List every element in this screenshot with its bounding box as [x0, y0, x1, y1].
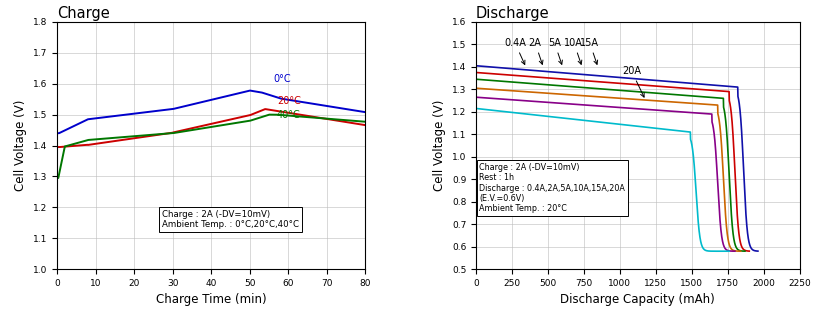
Y-axis label: Cell Voltage (V): Cell Voltage (V)	[433, 100, 446, 191]
Text: 2A: 2A	[529, 38, 543, 64]
Text: Charge: Charge	[57, 6, 110, 21]
Text: Charge : 2A (-DV=10mV)
Rest : 1h
Discharge : 0.4A,2A,5A,10A,15A,20A
(E.V.=0.6V)
: Charge : 2A (-DV=10mV) Rest : 1h Dischar…	[479, 163, 625, 213]
Text: 40°C: 40°C	[277, 110, 300, 120]
Text: 0.4A: 0.4A	[504, 38, 526, 64]
Text: Charge : 2A (-DV=10mV)
Ambient Temp. : 0°C,20°C,40°C: Charge : 2A (-DV=10mV) Ambient Temp. : 0…	[162, 210, 299, 229]
Text: Discharge: Discharge	[476, 6, 550, 21]
Y-axis label: Cell Voltage (V): Cell Voltage (V)	[15, 100, 28, 191]
X-axis label: Discharge Capacity (mAh): Discharge Capacity (mAh)	[561, 294, 715, 306]
Text: 20A: 20A	[622, 66, 644, 97]
X-axis label: Charge Time (min): Charge Time (min)	[156, 294, 267, 306]
Text: 5A: 5A	[548, 38, 562, 64]
Text: 15A: 15A	[580, 38, 599, 64]
Text: 0°C: 0°C	[273, 74, 290, 84]
Text: 10A: 10A	[565, 38, 583, 64]
Text: 20°C: 20°C	[277, 96, 300, 106]
